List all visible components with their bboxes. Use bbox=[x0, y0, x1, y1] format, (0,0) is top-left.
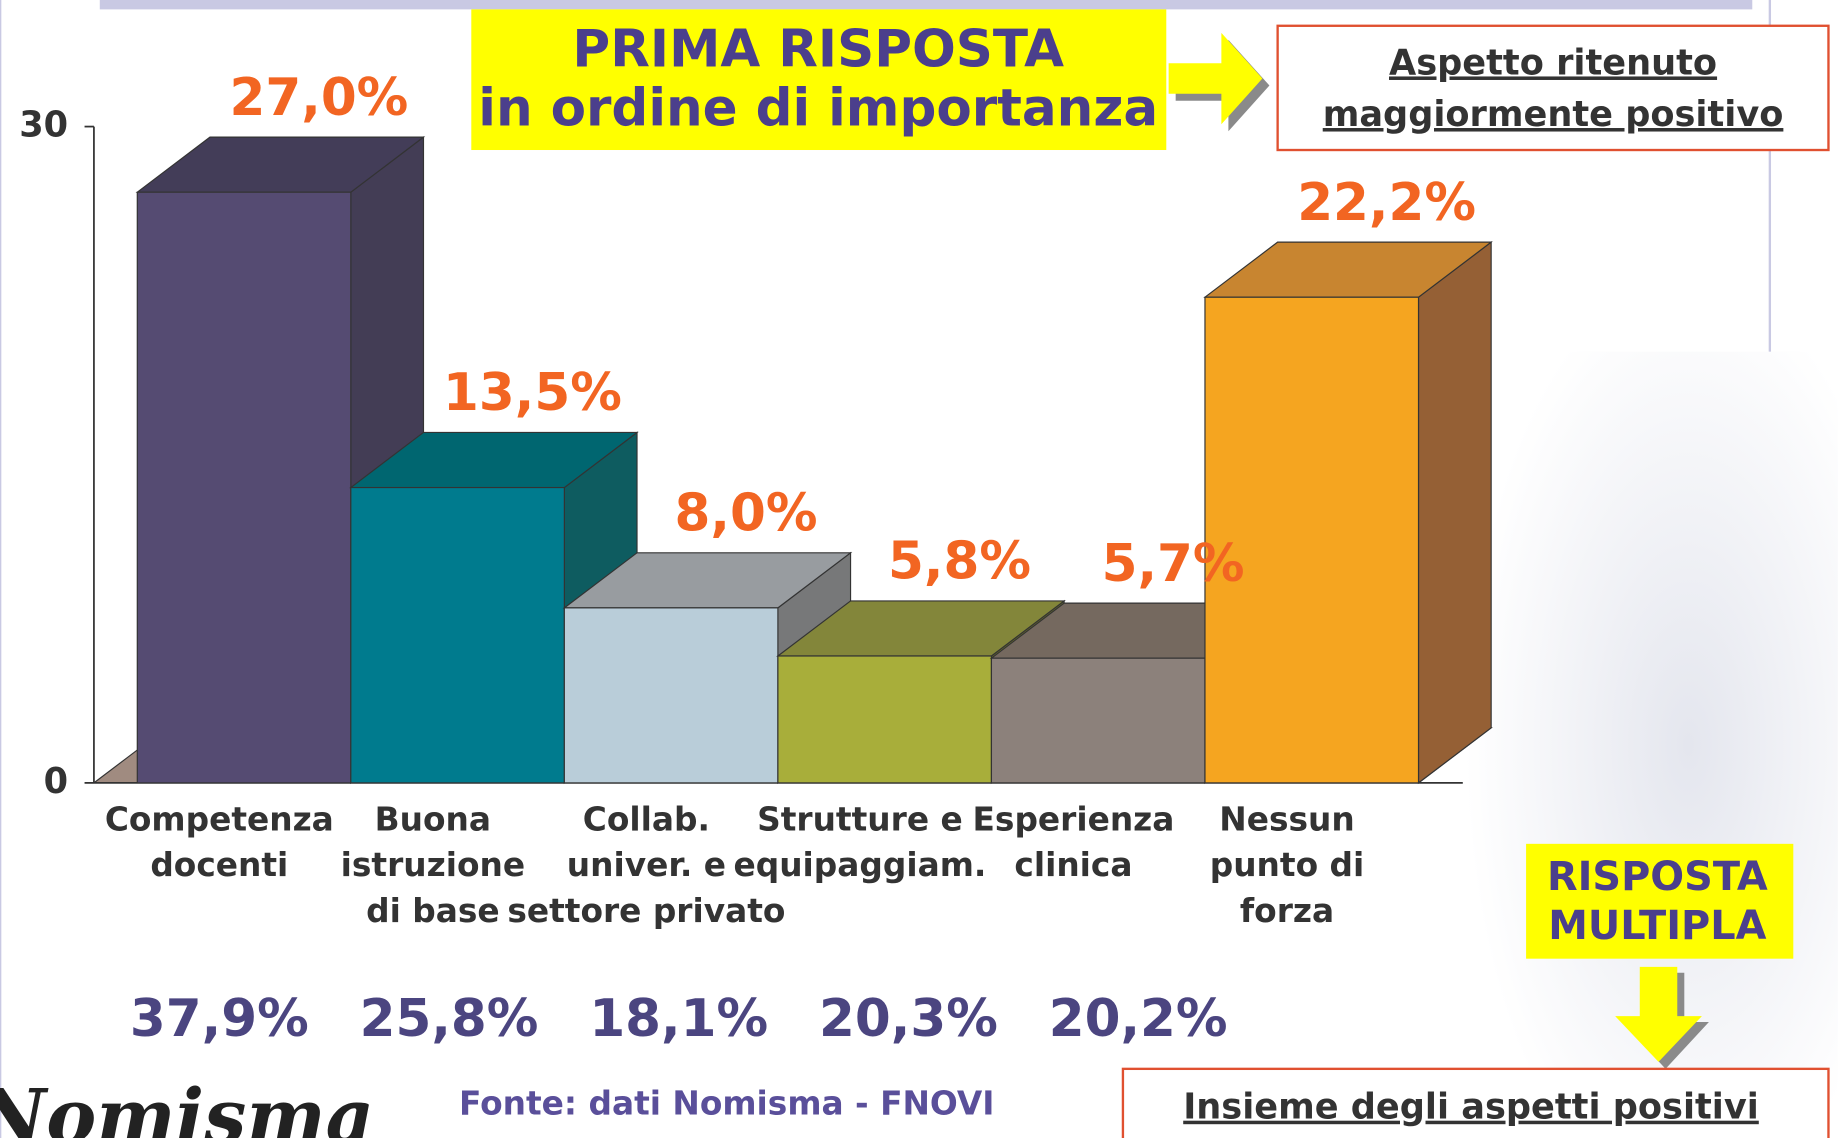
y-tick-label: 0 bbox=[44, 761, 68, 802]
multiple-value: 18,1% bbox=[589, 989, 768, 1049]
multiple-value: 20,3% bbox=[819, 989, 998, 1049]
value-label: 5,7% bbox=[1102, 534, 1245, 594]
source: Fonte: dati Nomisma - FNOVI bbox=[459, 1085, 994, 1123]
value-label: 5,8% bbox=[888, 532, 1031, 592]
bar bbox=[137, 192, 351, 783]
value-label: 22,2% bbox=[1297, 173, 1476, 233]
value-label: 8,0% bbox=[675, 483, 818, 543]
arrow bbox=[1169, 33, 1263, 124]
bar bbox=[351, 488, 565, 783]
value-label: 13,5% bbox=[443, 363, 622, 423]
y-tick-label: 30 bbox=[19, 105, 68, 146]
bar-side bbox=[1419, 242, 1492, 783]
value-label: 27,0% bbox=[230, 68, 409, 128]
multiple-value: 25,8% bbox=[360, 989, 539, 1049]
bar bbox=[991, 658, 1205, 783]
multiple-note: Insieme degli aspetti positivi bbox=[1183, 1087, 1759, 1128]
bar bbox=[564, 608, 778, 783]
bar bbox=[778, 656, 992, 783]
chart: 0 30 27,0% Competenzadocenti 13,5% Buonaistru… bbox=[0, 0, 1838, 1138]
page: 0 30 27,0% Competenzadocenti 13,5% Buonaistru… bbox=[0, 0, 1838, 1138]
logo: Nomisma bbox=[0, 1072, 374, 1138]
top-band bbox=[100, 0, 1753, 9]
multiple-value: 20,2% bbox=[1049, 989, 1228, 1049]
multiple-value: 37,9% bbox=[130, 989, 309, 1049]
